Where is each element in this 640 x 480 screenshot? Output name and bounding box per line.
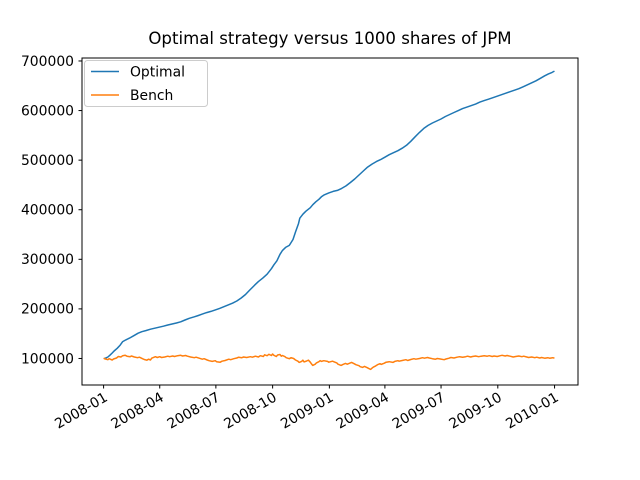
legend-label-bench: Bench (130, 88, 173, 104)
legend: Optimal Bench (84, 60, 208, 107)
y-tick-label: 100000 (21, 351, 74, 367)
x-tick-label: 2008-10 (221, 390, 279, 433)
y-tick-label: 400000 (21, 203, 74, 219)
x-tick-label: 2008-01 (52, 390, 110, 433)
axes-frame (82, 58, 578, 385)
y-tick-label: 200000 (21, 302, 74, 318)
x-tick-label: 2009-01 (278, 390, 336, 433)
x-tick-label: 2009-07 (390, 390, 448, 433)
y-tick-label: 300000 (21, 252, 74, 268)
axes-spines (81, 57, 579, 386)
series-layer (103, 70, 555, 371)
bench-line (103, 353, 555, 371)
legend-label-optimal: Optimal (130, 64, 185, 80)
x-tick-label: 2010-01 (503, 390, 561, 433)
optimal-line (103, 70, 555, 360)
x-tick-label: 2009-10 (447, 390, 505, 433)
y-tick-label: 700000 (21, 54, 74, 70)
chart-title: Optimal strategy versus 1000 shares of J… (148, 29, 511, 48)
x-tick-label: 2009-04 (334, 390, 392, 433)
x-tick-label: 2008-07 (165, 390, 223, 433)
y-tick-label: 600000 (21, 103, 74, 119)
y-tick-label: 500000 (21, 153, 74, 169)
x-tick-label: 2008-04 (108, 390, 166, 433)
